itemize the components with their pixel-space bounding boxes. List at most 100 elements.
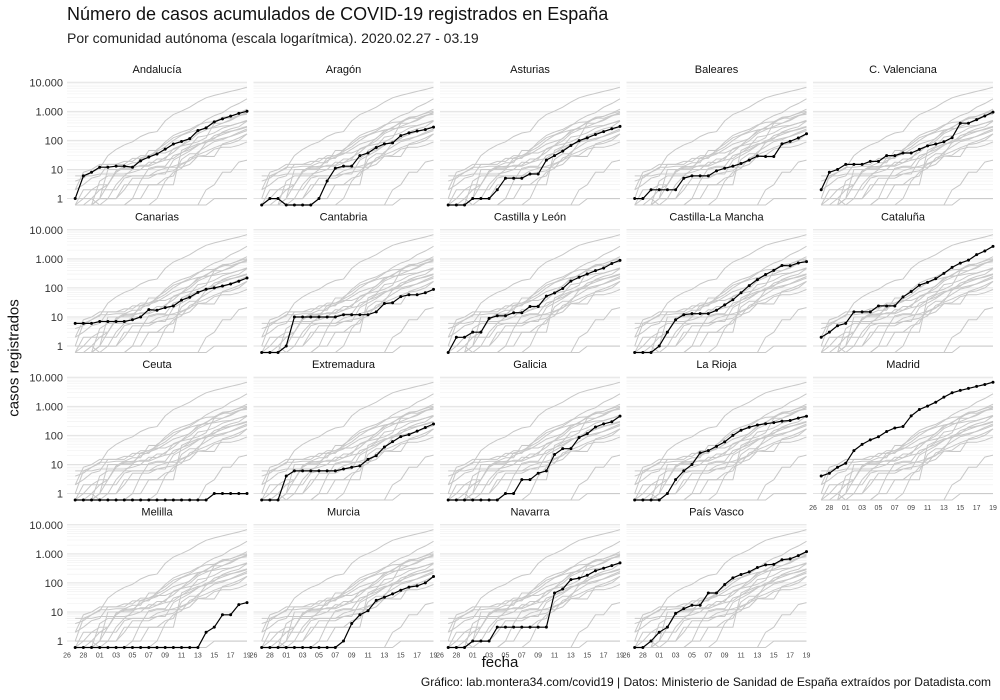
data-point-baleares — [649, 188, 653, 192]
strip-label-murcia: Murcia — [327, 507, 361, 519]
data-point-cantabria — [301, 315, 305, 319]
data-point-castilla-y-leon — [536, 304, 540, 308]
background-line-murcia — [634, 281, 807, 353]
data-point-navarra — [544, 625, 548, 629]
data-point-melilla — [212, 625, 216, 629]
background-line-navarra — [75, 414, 248, 501]
data-point-navarra — [463, 646, 467, 649]
data-point-extremadura — [301, 469, 305, 473]
data-point-baleares — [706, 174, 710, 178]
background-line-castilla-y-leon — [634, 112, 807, 206]
background-line-madrid — [261, 86, 434, 182]
background-line-pais-vasco — [634, 108, 807, 206]
background-line-castilla-y-leon — [820, 407, 994, 501]
y-tick-label: 1 — [57, 194, 63, 206]
data-point-andalucia — [98, 165, 102, 169]
chart-subtitle: Por comunidad autónoma (escala logarítmi… — [67, 30, 479, 46]
background-line-c-valenciana — [820, 406, 994, 486]
y-tick-label: 1.000 — [35, 106, 63, 118]
background-line-castilla-y-leon — [261, 112, 434, 206]
background-line-navarra — [821, 414, 994, 501]
background-line-la-rioja — [75, 563, 248, 648]
data-point-extremadura — [309, 469, 313, 473]
background-line-murcia — [634, 576, 807, 648]
data-point-extremadura — [317, 469, 321, 473]
data-point-murcia — [374, 598, 378, 602]
series-line-galicia — [448, 415, 621, 501]
data-point-pais-vasco — [788, 557, 792, 561]
data-point-melilla — [114, 646, 118, 649]
data-point-aragon — [374, 146, 378, 150]
y-tick-label: 100 — [45, 283, 63, 295]
data-point-melilla — [122, 646, 126, 649]
background-line-pais-vasco — [821, 108, 994, 206]
background-line-canarias — [261, 277, 434, 324]
data-point-pais-vasco — [641, 646, 645, 649]
background-line-extremadura — [634, 128, 807, 206]
background-line-madrid — [75, 529, 248, 625]
background-line-canarias — [75, 130, 248, 177]
background-line-la-rioja — [448, 563, 621, 648]
data-point-madrid — [942, 395, 946, 399]
background-line-pais-vasco — [448, 108, 621, 206]
background-line-cantabria — [448, 436, 621, 501]
y-tick-label: 100 — [45, 578, 63, 590]
data-point-c-valenciana — [950, 136, 954, 140]
data-point-melilla — [130, 646, 134, 649]
data-point-galicia — [487, 498, 491, 502]
data-point-la-rioja — [706, 449, 710, 453]
background-line-baleares — [821, 428, 994, 495]
x-tick-label: 05 — [875, 505, 883, 512]
background-line-extremadura — [634, 423, 807, 501]
background-line-cantabria — [75, 583, 248, 648]
x-tick-label: 01 — [96, 653, 104, 660]
series-line-canarias — [75, 277, 248, 324]
x-tick-label: 07 — [331, 653, 339, 660]
data-point-asturias — [602, 130, 606, 134]
y-tick-label: 10.000 — [29, 225, 63, 237]
background-line-cantabria — [448, 583, 621, 648]
data-point-melilla — [147, 646, 151, 649]
background-line-andalucia — [261, 553, 434, 642]
data-point-castilla-y-leon — [495, 314, 499, 318]
data-point-navarra — [454, 646, 458, 649]
data-point-navarra — [585, 573, 589, 577]
background-line-murcia — [261, 281, 434, 353]
background-line-madrid — [448, 86, 621, 182]
background-line-la-rioja — [634, 268, 807, 353]
series-line-cantabria — [261, 288, 434, 354]
x-tick-label: 19 — [430, 653, 438, 660]
data-point-castilla-y-leon — [610, 262, 614, 266]
data-point-melilla — [171, 646, 175, 649]
panel-cantabria: Cantabria — [253, 212, 435, 354]
data-point-c-valenciana — [983, 114, 987, 118]
data-point-murcia — [317, 646, 321, 649]
data-point-castilla-y-leon — [520, 311, 524, 315]
background-line-andalucia — [820, 110, 994, 199]
background-line-castilla-y-leon — [447, 112, 621, 206]
background-line-cantabria — [75, 288, 248, 353]
background-line-pais-vasco — [448, 256, 621, 353]
data-point-madrid — [893, 426, 897, 430]
background-line-c-valenciana — [634, 111, 807, 191]
background-line-extremadura — [448, 571, 621, 648]
data-point-melilla — [180, 646, 184, 649]
data-point-extremadura — [366, 457, 370, 461]
data-point-murcia — [268, 646, 272, 649]
data-point-castilla-y-leon — [593, 269, 597, 273]
data-point-c-valenciana — [885, 154, 889, 158]
data-point-baleares — [674, 188, 678, 192]
data-point-la-rioja — [764, 422, 768, 426]
y-tick-label: 100 — [45, 135, 63, 147]
background-line-canarias — [261, 130, 434, 177]
background-line-extremadura — [75, 276, 248, 353]
background-line-andalucia — [261, 405, 434, 494]
background-line-canarias — [261, 572, 434, 619]
data-point-pais-vasco — [805, 550, 808, 554]
background-line-baleares — [448, 280, 621, 347]
data-point-navarra — [602, 566, 606, 570]
data-point-aragon — [292, 203, 296, 207]
x-tick-label: 13 — [567, 653, 575, 660]
background-line-pais-vasco — [75, 403, 248, 501]
background-line-c-valenciana — [261, 259, 434, 338]
